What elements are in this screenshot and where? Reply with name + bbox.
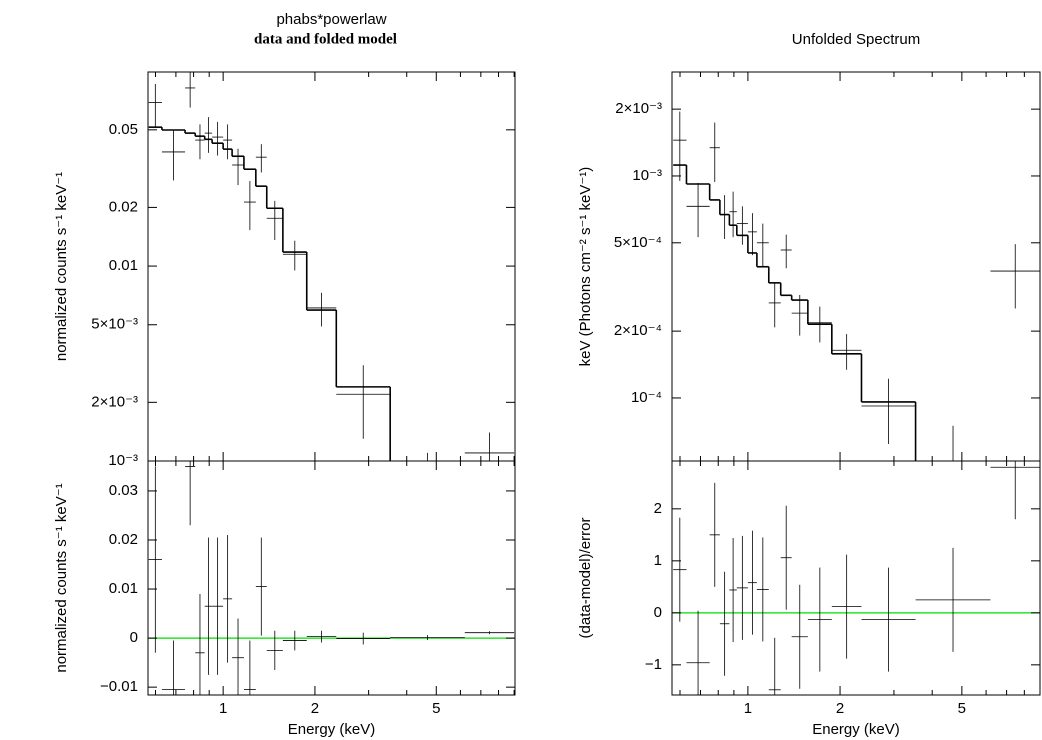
plot-area [148,72,515,461]
y-axis-label: keV (Photons cm⁻² s⁻¹ keV⁻¹) [577,167,594,367]
y-tick-label: 10⁻⁴ [631,389,662,406]
y-tick-label: 10⁻³ [108,452,138,469]
plot-area [672,461,1040,695]
y-tick-label: −0.01 [100,678,138,695]
y-tick-label: 0.05 [109,121,138,138]
x-tick-label: 2 [311,700,319,717]
y-tick-label: 0 [130,629,138,646]
y-tick-label: −1 [645,656,662,673]
x-tick-label: 1 [219,700,227,717]
y-tick-label: 5×10⁻⁴ [614,234,662,251]
chart-title: Unfolded Spectrum [792,31,920,48]
y-tick-label: 0.02 [109,531,138,548]
panel-frame [671,71,1041,462]
x-tick-label: 5 [958,700,966,717]
y-tick-label: 0.03 [109,482,138,499]
y-axis-label: normalized counts s⁻¹ keV⁻¹ [53,483,70,672]
chart-subtitle: data and folded model [254,31,397,47]
chart-title: phabs*powerlaw [276,11,386,28]
panel-frame [147,71,516,462]
y-tick-label: 5×10⁻³ [91,316,138,333]
y-tick-label: 0.02 [109,198,138,215]
y-tick-label: 10⁻³ [632,167,662,184]
y-axis-label: (data-model)/error [577,518,594,639]
y-axis-label: normalized counts s⁻¹ keV⁻¹ [53,172,70,361]
y-tick-label: 2×10⁻³ [615,100,662,117]
x-axis-label: Energy (keV) [812,721,900,738]
y-tick-label: 2×10⁻³ [91,393,138,410]
plot-area [148,461,515,695]
x-axis-label: Energy (keV) [288,721,376,738]
y-tick-label: 1 [654,552,662,569]
y-tick-label: 0.01 [109,257,138,274]
panel-frame [147,460,516,696]
x-tick-label: 5 [432,700,440,717]
y-tick-label: 0.01 [109,580,138,597]
plot-area [673,111,1040,461]
x-tick-label: 1 [744,700,752,717]
x-tick-label: 2 [836,700,844,717]
panel-frame [671,460,1041,696]
y-tick-label: 2×10⁻⁴ [614,322,662,339]
y-tick-label: 0 [654,604,662,621]
y-tick-label: 2 [654,500,662,517]
